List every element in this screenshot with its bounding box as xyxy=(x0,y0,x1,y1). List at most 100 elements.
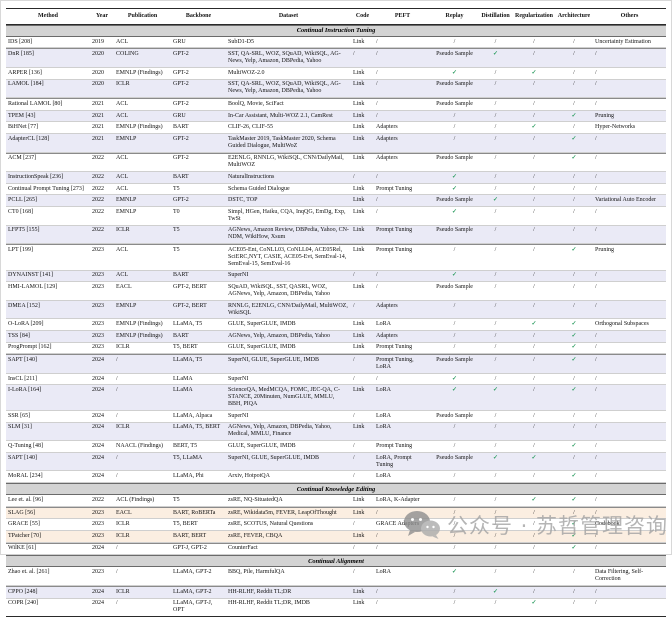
backbone-cell: GRU xyxy=(173,38,186,45)
code-link[interactable]: Link xyxy=(353,124,365,131)
others-cell: Orthogonal Subspaces xyxy=(595,321,649,328)
code-link[interactable]: Link xyxy=(353,246,365,253)
others-cell: Pruning xyxy=(595,246,615,253)
backbone-cell: T5, BERT xyxy=(173,521,198,528)
peft-cell: / xyxy=(376,545,378,552)
publication-cell: EMNLP xyxy=(116,135,137,142)
peft-cell: Prompt Tuning, LoRA xyxy=(376,357,414,371)
table-row: HMI-LAMOL [129] 2023 EACL GPT-2, BERT SQuAD,… xyxy=(6,282,666,301)
dataset-cell: E2ENLG, RNNLG, WikiSQL, CNN/DailyMail, M… xyxy=(228,155,344,169)
table-row: SLM [31] 2024 ICLR LLaMA, T5, BERT AGNews, Y… xyxy=(6,422,666,442)
method-cell: COPR [240] xyxy=(8,600,39,607)
method-cell: CPPO [248] xyxy=(8,588,38,595)
regularization-cell: / xyxy=(533,197,535,204)
dataset-cell: zsRE, SCOTUS, Natural Questions xyxy=(228,521,314,528)
code-link[interactable]: Link xyxy=(353,208,365,215)
code-link[interactable]: Link xyxy=(353,81,365,88)
check-icon: ✓ xyxy=(571,135,577,142)
replay-cell: / xyxy=(453,443,456,450)
year-cell: 2022 xyxy=(92,208,104,215)
code-link[interactable]: Link xyxy=(353,321,365,328)
backbone-cell: GPT-J, GPT-2 xyxy=(173,545,207,552)
code-link[interactable]: Link xyxy=(353,100,365,107)
table-row: SAPT [140] 2024 / T5, LLaMA SuperNI, GLUE, S… xyxy=(6,452,666,472)
regularization-cell: / xyxy=(533,387,535,394)
code-link[interactable]: Link xyxy=(353,112,365,119)
code-link[interactable]: Link xyxy=(353,69,365,76)
code-link[interactable]: Link xyxy=(353,332,365,339)
publication-cell: ACL xyxy=(116,185,128,192)
others-cell: / xyxy=(595,185,597,192)
year-cell: 2024 xyxy=(92,454,104,461)
year-cell: 2019 xyxy=(92,38,104,45)
method-cell: SLAG [56] xyxy=(8,509,36,516)
replay-cell: / xyxy=(453,588,456,595)
publication-cell: EACL xyxy=(116,284,132,291)
column-header-architecture: Architecture xyxy=(557,12,591,19)
publication-cell: / xyxy=(116,387,118,394)
others-cell: Hyper-Networks xyxy=(595,124,636,131)
code-link[interactable]: Link xyxy=(353,509,365,516)
distillation-cell: / xyxy=(494,69,497,76)
peft-cell: / xyxy=(376,272,378,279)
code-link[interactable]: Link xyxy=(353,197,365,204)
publication-cell: EMNLP xyxy=(116,208,137,215)
table-row: CPPO [248] 2024 ICLR LLaMA, GPT-2 HH-RLHF, R… xyxy=(6,585,666,599)
code-link[interactable]: Link xyxy=(353,424,365,431)
publication-cell: / xyxy=(116,569,118,576)
check-icon: ✓ xyxy=(531,321,537,328)
dataset-cell: NaturalInstructions xyxy=(228,173,275,180)
code-link[interactable]: Link xyxy=(353,185,365,192)
backbone-cell: LLaMA, T5 xyxy=(173,357,203,364)
code-link[interactable]: Link xyxy=(353,227,365,234)
publication-cell: NAACL (Findings) xyxy=(116,443,163,450)
column-header-code: Code xyxy=(355,12,370,19)
regularization-cell: / xyxy=(533,51,535,58)
regularization-cell: / xyxy=(533,208,535,215)
year-cell: 2022 xyxy=(92,173,104,180)
peft-cell: GRACE Adapters xyxy=(376,521,420,528)
publication-cell: EMNLP (Findings) xyxy=(116,124,163,131)
year-cell: 2023 xyxy=(92,521,104,528)
check-icon: ✓ xyxy=(492,387,499,394)
code-link[interactable]: Link xyxy=(353,155,365,162)
architecture-cell: / xyxy=(573,569,575,576)
code-link[interactable]: Link xyxy=(353,38,365,45)
code-link[interactable]: Link xyxy=(353,284,365,291)
code-link[interactable]: Link xyxy=(353,532,365,539)
architecture-cell: / xyxy=(573,124,575,131)
check-icon: ✓ xyxy=(571,443,577,450)
column-header-others: Others xyxy=(620,12,639,19)
replay-cell: / xyxy=(453,38,456,45)
distillation-cell: / xyxy=(494,272,497,279)
code-cell: / xyxy=(353,357,355,364)
others-cell: / xyxy=(595,100,597,107)
column-header-regularization: Regularization xyxy=(515,12,553,19)
architecture-cell: / xyxy=(573,69,575,76)
method-cell: CT0 [168] xyxy=(8,208,34,215)
code-link[interactable]: Link xyxy=(353,135,365,142)
code-link[interactable]: Link xyxy=(353,600,365,607)
backbone-cell: GPT-2 xyxy=(173,135,189,142)
backbone-cell: T5, LLaMA xyxy=(173,454,203,461)
year-cell: 2024 xyxy=(92,375,104,382)
code-link[interactable]: Link xyxy=(353,344,365,351)
peft-cell: / xyxy=(376,532,378,539)
code-link[interactable]: Link xyxy=(353,496,365,503)
others-cell: / xyxy=(595,600,597,607)
regularization-cell: / xyxy=(533,227,535,234)
others-cell: Uncertainty Estimation xyxy=(595,38,651,45)
others-cell: / xyxy=(595,208,597,215)
method-cell: Rational LAMOL [80] xyxy=(8,100,63,107)
others-cell: / xyxy=(595,344,597,351)
check-icon: ✓ xyxy=(451,387,458,394)
architecture-cell: / xyxy=(573,51,575,58)
replay-cell: Pseudo Sample xyxy=(436,454,473,461)
backbone-cell: T5 xyxy=(173,246,180,253)
code-link[interactable]: Link xyxy=(353,387,365,394)
code-link[interactable]: Link xyxy=(353,588,365,595)
dataset-cell: SQuAD, WikiSQL, SST, QASRL, WOZ, AGNews,… xyxy=(228,284,331,298)
check-icon: ✓ xyxy=(571,246,577,253)
replay-cell: / xyxy=(453,344,456,351)
replay-cell: / xyxy=(453,600,456,607)
